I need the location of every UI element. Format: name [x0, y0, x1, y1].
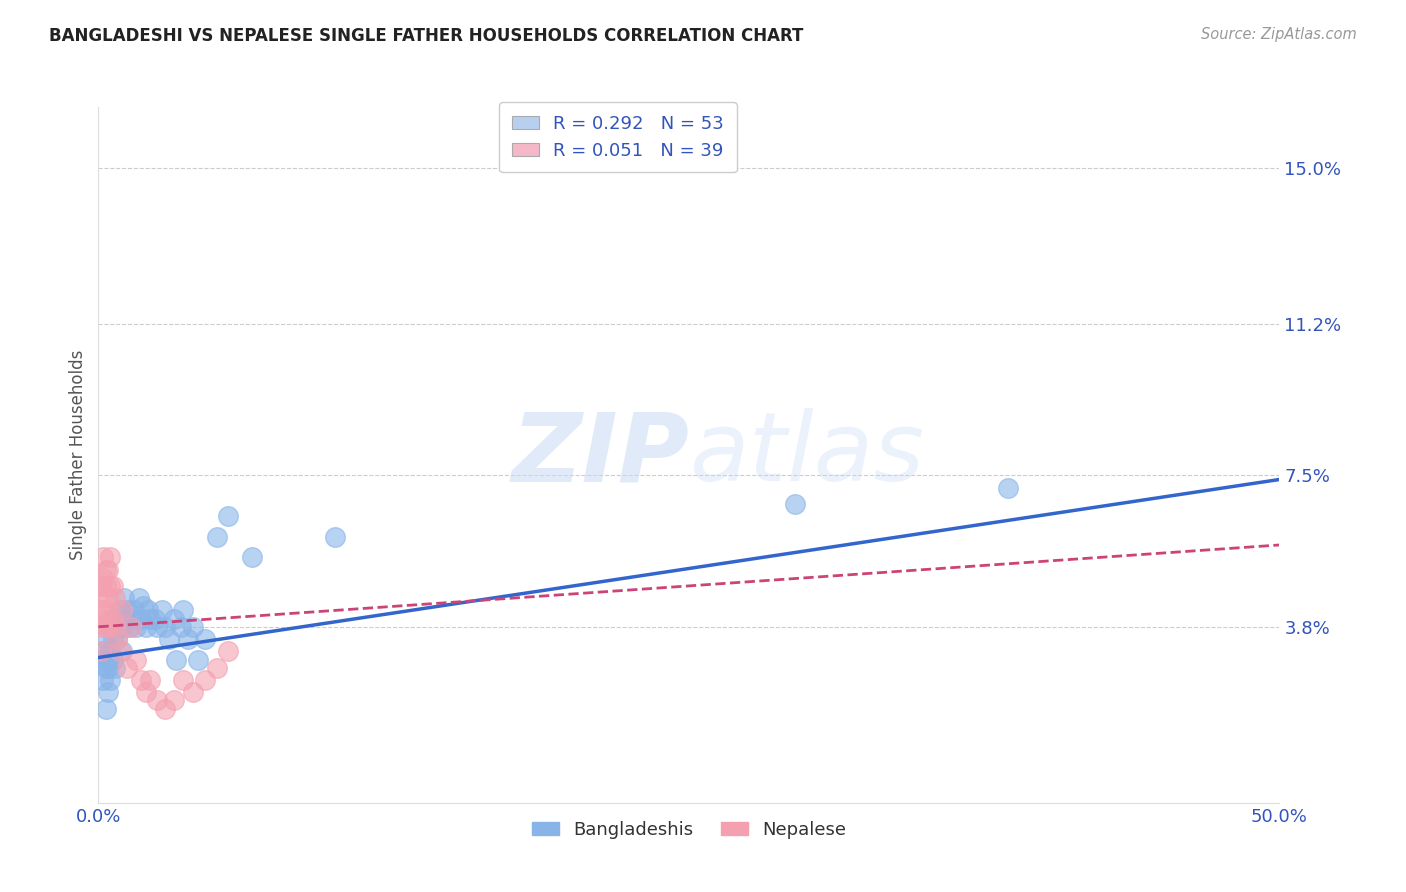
Point — [172, 603, 194, 617]
Point — [163, 612, 186, 626]
Point — [91, 673, 114, 687]
Point — [105, 632, 128, 646]
Point — [98, 644, 121, 658]
Point — [97, 620, 120, 634]
Point — [94, 632, 117, 646]
Point — [94, 562, 117, 576]
Point — [139, 612, 162, 626]
Point — [104, 620, 127, 634]
Point — [101, 612, 124, 626]
Point — [139, 673, 162, 687]
Point — [323, 530, 346, 544]
Point — [146, 693, 169, 707]
Point — [177, 632, 200, 646]
Point — [194, 632, 217, 646]
Point — [97, 562, 120, 576]
Point — [165, 652, 187, 666]
Point — [94, 701, 117, 715]
Point — [128, 591, 150, 606]
Point — [104, 612, 127, 626]
Point — [98, 612, 121, 626]
Point — [101, 632, 124, 646]
Point — [150, 603, 173, 617]
Point — [111, 644, 134, 658]
Point — [135, 685, 157, 699]
Point — [146, 620, 169, 634]
Point — [108, 644, 131, 658]
Point — [129, 673, 152, 687]
Point — [997, 481, 1019, 495]
Point — [785, 497, 807, 511]
Point — [101, 579, 124, 593]
Point — [104, 591, 127, 606]
Point — [143, 612, 166, 626]
Text: Source: ZipAtlas.com: Source: ZipAtlas.com — [1201, 27, 1357, 42]
Point — [157, 632, 180, 646]
Point — [90, 644, 112, 658]
Point — [136, 603, 159, 617]
Point — [98, 673, 121, 687]
Point — [97, 661, 120, 675]
Point — [105, 632, 128, 646]
Point — [217, 509, 239, 524]
Point — [97, 652, 120, 666]
Point — [91, 612, 114, 626]
Point — [94, 579, 117, 593]
Point — [135, 620, 157, 634]
Point — [122, 603, 145, 617]
Point — [115, 661, 138, 675]
Point — [129, 612, 152, 626]
Point — [125, 652, 148, 666]
Point — [91, 644, 114, 658]
Point — [170, 620, 193, 634]
Point — [97, 685, 120, 699]
Point — [125, 620, 148, 634]
Text: BANGLADESHI VS NEPALESE SINGLE FATHER HOUSEHOLDS CORRELATION CHART: BANGLADESHI VS NEPALESE SINGLE FATHER HO… — [49, 27, 804, 45]
Text: ZIP: ZIP — [510, 409, 689, 501]
Point — [121, 612, 143, 626]
Point — [98, 620, 121, 634]
Point — [105, 620, 128, 634]
Point — [108, 603, 131, 617]
Point — [118, 620, 141, 634]
Point — [181, 685, 204, 699]
Point — [187, 652, 209, 666]
Point — [205, 530, 228, 544]
Point — [115, 603, 138, 617]
Point — [112, 612, 135, 626]
Point — [153, 701, 176, 715]
Point — [90, 603, 112, 617]
Y-axis label: Single Father Households: Single Father Households — [69, 350, 87, 560]
Point — [104, 661, 127, 675]
Point — [217, 644, 239, 658]
Point — [111, 620, 134, 634]
Point — [94, 620, 117, 634]
Point — [90, 579, 112, 593]
Point — [111, 603, 134, 617]
Point — [101, 652, 124, 666]
Point — [98, 579, 121, 593]
Point — [205, 661, 228, 675]
Point — [94, 661, 117, 675]
Point — [94, 603, 117, 617]
Point — [90, 652, 112, 666]
Point — [172, 673, 194, 687]
Point — [240, 550, 263, 565]
Point — [132, 599, 155, 614]
Point — [90, 620, 112, 634]
Point — [91, 550, 114, 565]
Text: atlas: atlas — [689, 409, 924, 501]
Point — [181, 620, 204, 634]
Point — [97, 591, 120, 606]
Point — [98, 550, 121, 565]
Point — [121, 620, 143, 634]
Point — [163, 693, 186, 707]
Legend: Bangladeshis, Nepalese: Bangladeshis, Nepalese — [524, 814, 853, 846]
Point — [153, 620, 176, 634]
Point — [194, 673, 217, 687]
Point — [91, 591, 114, 606]
Point — [112, 591, 135, 606]
Point — [91, 571, 114, 585]
